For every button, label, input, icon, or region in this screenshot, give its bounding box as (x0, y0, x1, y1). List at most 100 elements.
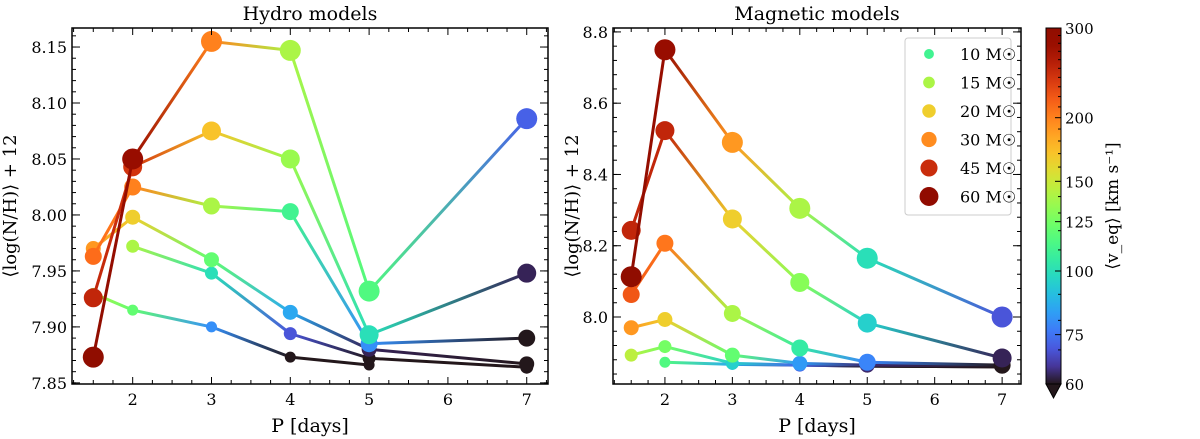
x-tick-label: 2 (128, 390, 138, 409)
colorbar-tick-label: 100 (1065, 263, 1094, 281)
legend-label: 45 M☉ (960, 159, 1016, 178)
colorbar-tick-label: 125 (1065, 214, 1094, 232)
colorbar-tick-label: 150 (1065, 173, 1094, 191)
data-point (518, 329, 536, 347)
data-point (655, 121, 675, 141)
series-4 (622, 234, 1011, 374)
y-tick-label: 7.95 (31, 262, 67, 281)
data-point (856, 247, 878, 269)
colorbar: 60 75 100 125 150 200 300 ⟨v_eq⟩ [km s⁻¹] (1045, 20, 1123, 400)
series-line-segment (369, 336, 527, 346)
data-point (203, 252, 219, 268)
x-tick-label: 5 (364, 390, 374, 409)
data-point (280, 149, 300, 169)
series-line-segment (289, 210, 371, 345)
x-tick-label: 4 (285, 390, 295, 409)
data-point (358, 280, 380, 302)
data-point (792, 355, 808, 371)
data-point (359, 325, 379, 345)
data-point (82, 346, 104, 368)
x-tick-label: 2 (660, 390, 670, 409)
series-3 (85, 209, 535, 372)
data-point (722, 209, 742, 229)
series-line-segment (368, 271, 528, 337)
data-point (620, 266, 642, 288)
series-line-segment (629, 242, 667, 296)
colorbar-tick-label: 60 (1065, 376, 1084, 394)
series-line-segment (288, 158, 371, 336)
data-point (204, 266, 218, 280)
series-line-segment (866, 321, 1003, 360)
data-point (122, 148, 144, 170)
series-line-segment (867, 360, 1003, 367)
series-2 (126, 239, 534, 374)
colorbar-tick-label: 300 (1065, 20, 1094, 38)
y-tick-label: 8.15 (31, 38, 67, 57)
y-tick-label: 8.2 (583, 237, 608, 256)
series-line-segment (132, 185, 212, 208)
colorbar-tick-label: 200 (1065, 110, 1094, 128)
series-line-segment (288, 49, 371, 292)
x-tick-label: 4 (795, 390, 805, 409)
data-point (202, 197, 220, 215)
data-point (200, 30, 222, 52)
data-point (858, 353, 876, 371)
x-tick-label: 7 (997, 390, 1007, 409)
data-point (656, 234, 674, 252)
y-axis-label: ⟨log(N/H)⟩ + 12 (562, 134, 583, 277)
x-tick-label: 6 (443, 390, 453, 409)
data-point (654, 39, 676, 61)
data-point (659, 356, 671, 368)
data-point (279, 39, 301, 61)
series-line-segment (731, 312, 801, 350)
data-point (283, 327, 297, 341)
data-point (517, 263, 537, 283)
series-line-segment (210, 271, 292, 335)
data-point (790, 272, 810, 292)
series-line-segment (210, 258, 292, 314)
data-point (857, 313, 877, 333)
data-point (658, 340, 672, 354)
legend-label: 30 M☉ (960, 131, 1016, 150)
x-tick-label: 3 (206, 390, 216, 409)
series-line-segment (731, 141, 801, 210)
series-line-segment (132, 244, 212, 275)
series-line-segment (732, 361, 800, 367)
series-line-segment (369, 356, 527, 369)
series-line-segment (210, 325, 291, 359)
y-tick-label: 8.8 (583, 23, 608, 42)
legend: 10 M☉ 15 M☉ 20 M☉ 30 M☉ 45 M☉ 60 M☉ (904, 37, 1016, 216)
series-line-segment (132, 308, 212, 329)
series-line-segment (799, 281, 869, 325)
data-point (126, 239, 140, 253)
hydro-panel: Hydro models 2 3 4 5 6 7 P [days] 7.85 7.90 7.95 8.… (0, 3, 549, 437)
legend-label: 60 M☉ (960, 188, 1016, 207)
data-point (789, 197, 811, 219)
colorbar-tick-label: 75 (1065, 327, 1084, 345)
series-line-segment (368, 347, 527, 366)
series-line-segment (663, 48, 734, 144)
series-5 (621, 121, 1012, 368)
data-point (519, 356, 535, 372)
series-line-segment (866, 256, 1003, 319)
colorbar-label: ⟨v_eq⟩ [km s⁻¹] (1103, 142, 1123, 269)
legend-marker (919, 187, 939, 206)
y-tick-label: 8.4 (583, 165, 608, 184)
data-point (623, 320, 639, 336)
data-point (622, 286, 640, 304)
series-line-segment (367, 117, 528, 293)
series-line-segment (629, 130, 667, 231)
data-point (84, 247, 102, 265)
series-5 (83, 121, 537, 345)
data-point (657, 311, 673, 327)
legend-label: 10 M☉ (960, 45, 1016, 64)
y-axis-label: ⟨log(N/H)⟩ + 12 (0, 134, 21, 277)
series-4 (84, 178, 536, 353)
series-line-segment (131, 40, 213, 160)
data-point (83, 288, 103, 308)
series-line-segment (799, 361, 868, 367)
y-tick-label: 8.05 (31, 150, 67, 169)
series-line-segment (91, 158, 135, 358)
data-point (201, 121, 221, 141)
data-point (724, 347, 740, 363)
